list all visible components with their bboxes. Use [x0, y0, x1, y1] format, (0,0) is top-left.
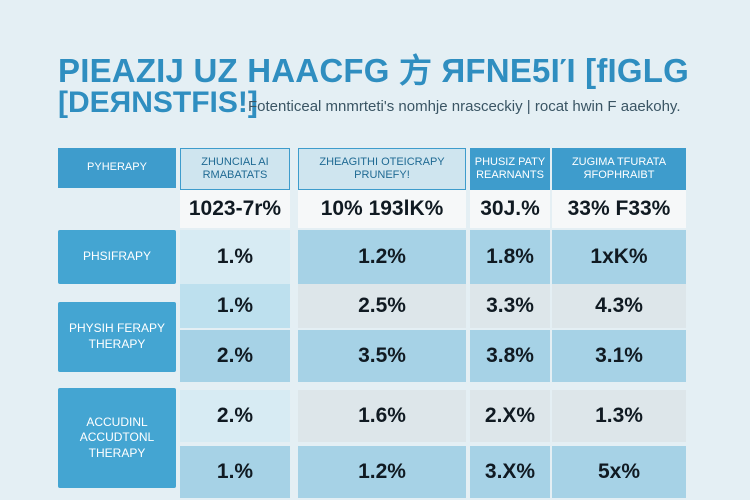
description-text: Fotenticeal mnmrteti's nomhje nrasceckiy… — [248, 98, 681, 115]
subtitle-row: [DEЯNSTFIS!] Fotenticeal mnmrteti's nomh… — [58, 86, 718, 120]
header-cell-col4: ZUGIMA TFURATA ЯFOPHRAIBT — [552, 148, 686, 190]
table-cell: 1.2% — [298, 446, 466, 498]
table-cell: 3.X% — [470, 446, 550, 498]
table-cell: 1.% — [180, 230, 290, 284]
table-cell: 2.% — [180, 390, 290, 442]
table-cell: 1.6% — [298, 390, 466, 442]
totals-cell: 1023-7r% — [180, 190, 290, 228]
header-cell-col0: PYHERAPY — [58, 148, 176, 188]
table-cell: 3.1% — [552, 330, 686, 382]
table-cell: 4.3% — [552, 284, 686, 328]
table-cell: 3.3% — [470, 284, 550, 328]
header-cell-col1: ZHUNCIAL AI RMABATATS — [180, 148, 290, 190]
totals-cell: 10% 193lK% — [298, 190, 466, 228]
page-title: PIEAZIJ UZ HAACFG 方 ЯFNE5ΙΊ [fIGLG — [58, 52, 689, 89]
table-cell: 1xK% — [552, 230, 686, 284]
table-cell: 2.5% — [298, 284, 466, 328]
table-cell: 1.2% — [298, 230, 466, 284]
header-cell-col3: PHUSIZ PATY REARNANTS — [470, 148, 550, 190]
table-cell: 1.3% — [552, 390, 686, 442]
table-cell: 2.X% — [470, 390, 550, 442]
table-cell: 3.8% — [470, 330, 550, 382]
table-cell: 3.5% — [298, 330, 466, 382]
header-cell-col2: ZHEAGITHI OTEICRAPY PRUNEFY! — [298, 148, 466, 190]
row-label-2: PHYSIH FERAPY THERAPY — [58, 302, 176, 372]
table-cell: 1.% — [180, 446, 290, 498]
table-cell: 2.% — [180, 330, 290, 382]
row-label-3: ACCUDINL ACCUDTONL THERAPY — [58, 388, 176, 488]
row-label-1: PHSIFRAPY — [58, 230, 176, 284]
table-cell: 1.% — [180, 284, 290, 328]
totals-cell: 30J.% — [470, 190, 550, 228]
table-cell: 5x% — [552, 446, 686, 498]
table-cell: 1.8% — [470, 230, 550, 284]
bracket-subtitle: [DEЯNSTFIS!] — [58, 86, 258, 119]
totals-cell: 33% F33% — [552, 190, 686, 228]
